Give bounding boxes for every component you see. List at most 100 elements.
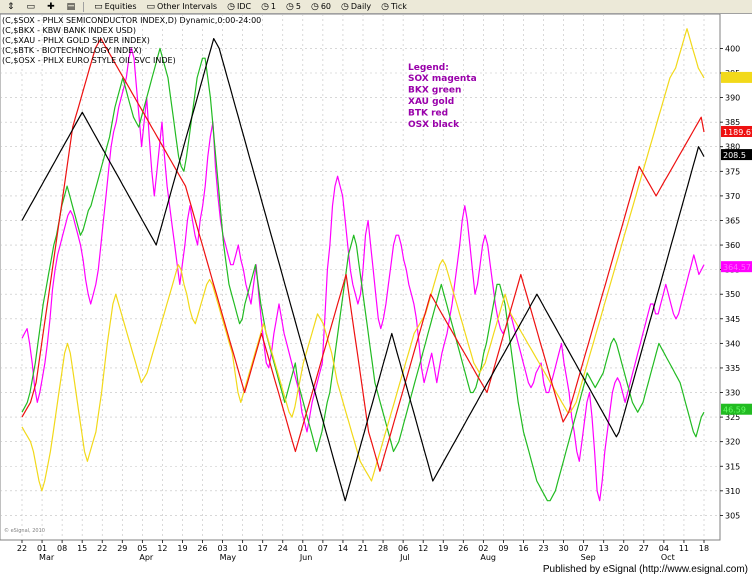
x-tick-label: 26 <box>458 544 468 553</box>
last-value-label-osx: 208.5 <box>723 151 746 160</box>
x-tick-label: 28 <box>378 544 388 553</box>
y-tick-label: 360 <box>725 241 740 250</box>
last-value-label-bkx: 46.59 <box>723 406 746 415</box>
tick-button[interactable]: ◷ Tick <box>378 2 410 12</box>
toolbar-separator <box>83 1 85 12</box>
interval-60-button[interactable]: ◷ 60 <box>308 2 334 12</box>
last-value-label-btk: 1189.67 <box>723 128 752 137</box>
y-tick-label: 400 <box>725 44 740 53</box>
x-tick-label: 19 <box>177 544 187 553</box>
y-tick-label: 370 <box>725 192 740 201</box>
idc-label: IDC <box>236 2 252 11</box>
clock-icon: ◷ <box>310 1 319 12</box>
equities-button[interactable]: ▭ Equities <box>91 2 139 12</box>
y-tick-label: 325 <box>725 413 740 422</box>
y-tick-label: 340 <box>725 339 740 348</box>
header-line: (C,$OSX - PHLX EURO STYLE OIL SVC INDE) <box>2 56 176 65</box>
x-tick-label: 01 <box>298 544 308 553</box>
x-axis: 22 01 08 15 22 29 05 12 19 26 03 10 17 24 01 07 14 21 28 06… <box>17 540 709 562</box>
folder-icon: ▭ <box>94 1 103 12</box>
chart: (C,$SOX - PHLX SEMICONDUCTOR INDEX,D) Dy… <box>0 14 752 562</box>
x-tick-label: 19 <box>438 544 448 553</box>
x-tick-label: 08 <box>57 544 67 553</box>
x-tick-label: 27 <box>639 544 649 553</box>
x-month-label: Oct <box>661 553 675 562</box>
x-tick-label: 26 <box>197 544 207 553</box>
last-value-labels: 393.97 1189.67 208.5 364.57 46.59 <box>721 71 752 415</box>
legend-entry: XAU gold <box>408 97 454 107</box>
folder-icon: ▭ <box>146 1 156 12</box>
x-tick-label: 17 <box>258 544 268 553</box>
series-line-bkx <box>21 47 705 502</box>
y-tick-label: 320 <box>725 438 740 447</box>
idc-button[interactable]: ◷ IDC <box>224 2 254 12</box>
x-month-label: Apr <box>139 553 154 562</box>
clock-icon: ◷ <box>381 1 389 12</box>
interval-5-button[interactable]: ◷ 5 <box>283 2 304 12</box>
x-month-label: Sep <box>581 553 596 562</box>
chart-header: (C,$SOX - PHLX SEMICONDUCTOR INDEX,D) Dy… <box>2 16 261 65</box>
last-value-label-sox: 364.57 <box>723 263 751 272</box>
other-intervals-button[interactable]: ▭ Other Intervals <box>144 2 221 12</box>
footer: Published by eSignal (http://www.esignal… <box>0 562 752 576</box>
x-tick-label: 23 <box>538 544 548 553</box>
y-tick-label: 380 <box>725 143 740 152</box>
x-month-label: Jul <box>399 553 410 562</box>
x-tick-label: 18 <box>699 544 709 553</box>
chart-icon[interactable]: ▤ <box>66 1 76 12</box>
last-value-box-osx <box>721 149 752 161</box>
x-tick-label: 07 <box>318 544 328 553</box>
daily-label: Daily <box>350 2 372 11</box>
y-tick-label: 310 <box>725 487 740 496</box>
y-tick-label: 305 <box>725 511 740 520</box>
x-month-label: Aug <box>480 553 496 562</box>
x-tick-label: 05 <box>137 544 147 553</box>
last-value-box-bkx <box>721 403 752 415</box>
x-tick-label: 20 <box>619 544 629 553</box>
last-value-label-xau: 393.97 <box>723 74 751 83</box>
x-month-label: Jun <box>299 553 313 562</box>
header-line: (C,$SOX - PHLX SEMICONDUCTOR INDEX,D) Dy… <box>2 16 261 25</box>
last-value-box-xau <box>721 71 752 83</box>
x-tick-label: 12 <box>157 544 167 553</box>
series-line-btk <box>21 38 705 472</box>
legend-entry: BTK red <box>408 109 448 119</box>
interval-1-button[interactable]: ◷ 1 <box>258 2 279 12</box>
last-value-box-sox <box>721 261 752 273</box>
x-tick-label: 29 <box>117 544 127 553</box>
x-tick-label: 02 <box>478 544 488 553</box>
header-line: (C,$XAU - PHLX GOLD SILVER INDEX) <box>2 36 150 45</box>
x-tick-label: 16 <box>518 544 528 553</box>
last-value-box-btk <box>721 125 752 137</box>
y-tick-label: 330 <box>725 389 740 398</box>
interval-5-label: 5 <box>295 2 301 11</box>
series-layer <box>21 28 705 502</box>
folder-icon[interactable]: ▭ <box>26 1 36 12</box>
crosshair-icon[interactable]: ✚ <box>47 1 55 12</box>
grid <box>0 14 720 540</box>
x-tick-label: 09 <box>498 544 508 553</box>
x-tick-label: 14 <box>338 544 348 553</box>
x-tick-label: 24 <box>278 544 288 553</box>
toolbar: ⇕ ▭ ✚ ▤ ▭ Equities ▭ Other Intervals ◷ IDC … <box>0 0 752 14</box>
y-tick-label: 365 <box>725 216 740 225</box>
clock-icon: ◷ <box>227 1 235 12</box>
other-intervals-label: Other Intervals <box>157 2 218 11</box>
arrows-icon[interactable]: ⇕ <box>7 1 15 12</box>
x-month-label: Mar <box>39 553 55 562</box>
header-line: (C,$BTK - BIOTECHNOLOGY INDEX) <box>2 46 142 55</box>
x-tick-label: 04 <box>659 544 669 553</box>
tick-label: Tick <box>390 2 407 11</box>
x-tick-label: 10 <box>238 544 248 553</box>
clock-icon: ◷ <box>261 1 269 12</box>
x-tick-label: 01 <box>37 544 47 553</box>
watermark: © eSignal, 2010 <box>4 527 45 534</box>
daily-button[interactable]: ◷ Daily <box>338 2 374 12</box>
x-tick-label: 22 <box>17 544 27 553</box>
x-tick-label: 21 <box>358 544 368 553</box>
legend-entry: OSX black <box>408 120 460 130</box>
x-tick-label: 07 <box>579 544 589 553</box>
legend-entry: SOX magenta <box>408 74 477 84</box>
y-tick-label: 350 <box>725 290 740 299</box>
